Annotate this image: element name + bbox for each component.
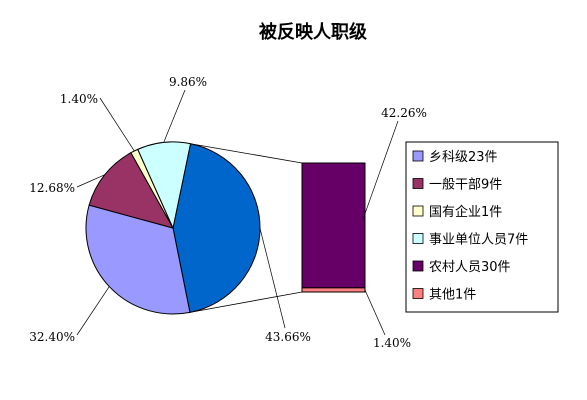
- legend-label: 其他1件: [429, 288, 476, 303]
- bar-of-pie-group: [301, 162, 366, 293]
- legend-swatch: [412, 150, 424, 162]
- label-combined: 43.66%: [265, 330, 311, 344]
- legend-swatch: [412, 233, 424, 244]
- label-qita: 1.40%: [373, 336, 411, 350]
- label-yibanganbu: 12.68%: [29, 181, 75, 195]
- legend-swatch: [412, 178, 424, 189]
- label-qita-leader: [364, 289, 386, 336]
- legend-swatch: [412, 260, 424, 272]
- legend-label: 国有企业1件: [429, 204, 502, 220]
- legend-label: 农村人员30件: [429, 260, 511, 275]
- pie-slice-yibanganbu: [88, 152, 175, 229]
- chart-title: 被反映人职级: [259, 21, 368, 43]
- pie-slice-shiyedanwei: [137, 141, 192, 230]
- data-labels: 1.40% 9.86% 12.68% 32.40% 43.66% 42.26% 1.40%: [29, 75, 427, 350]
- connector-bottom: [189, 291, 303, 313]
- label-guoyouqiye-leader: [99, 97, 135, 152]
- legend-swatch: [412, 205, 424, 217]
- legend-swatch: [412, 288, 424, 299]
- legend-box: [405, 141, 559, 313]
- pie-to-bar-connectors: [189, 143, 303, 313]
- bar-segment-nongcun: [301, 162, 366, 289]
- label-guoyouqiye: 1.40%: [60, 92, 98, 106]
- label-xiangkeji: 32.40%: [29, 330, 75, 344]
- legend-label: 乡科级23件: [429, 150, 498, 165]
- label-nongcun-leader: [362, 120, 399, 220]
- label-nongcun: 42.26%: [381, 106, 427, 120]
- label-yibanganbu-leader: [76, 174, 105, 188]
- pie-slice-combined: [172, 143, 261, 313]
- pie-slice-xiangkeji: [85, 204, 191, 315]
- legend-label: 一般干部9件: [429, 177, 502, 193]
- legend-label: 事业单位人员7件: [429, 233, 528, 248]
- label-xiangkeji-leader: [76, 286, 110, 336]
- connector-top: [190, 143, 303, 164]
- bar-segment-qita: [301, 287, 366, 293]
- label-combined-leader: [259, 228, 286, 329]
- label-shiyedanwei: 9.86%: [169, 75, 207, 89]
- label-shiyedanwei-leader: [163, 89, 186, 143]
- pie-group: [85, 141, 261, 315]
